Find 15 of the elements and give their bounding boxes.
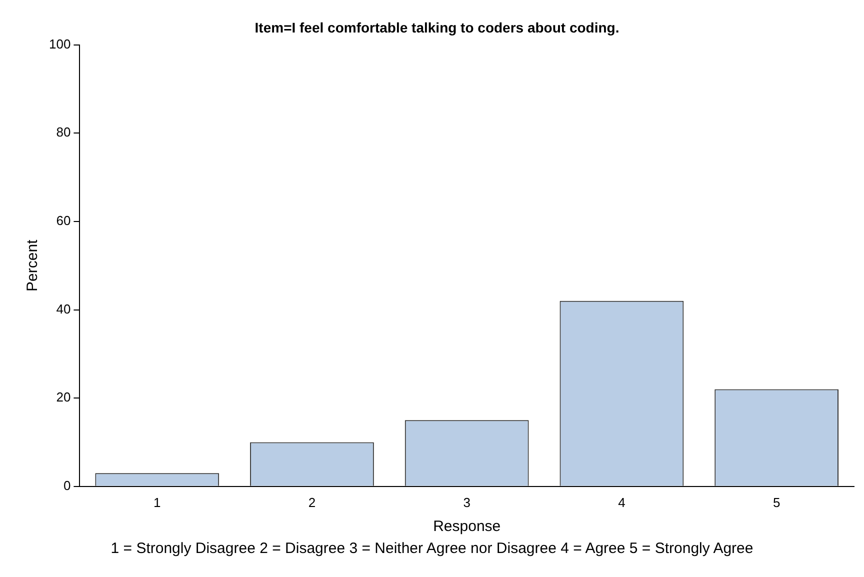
x-tick-label: 4 (618, 494, 626, 510)
y-tick-label: 80 (56, 124, 71, 140)
x-tick-label: 2 (308, 494, 316, 510)
chart-title: Item=I feel comfortable talking to coders about coding. (254, 19, 620, 36)
y-tick-label: 40 (56, 301, 71, 316)
x-tick-label: 5 (772, 494, 780, 510)
y-tick-label: 100 (48, 36, 71, 52)
text: 1 = Strongly Disagree 2 = Disagree 3 = Neither Agree nor Disagree 4 = Agree 5 = Strongly Agree (110, 540, 754, 557)
y-tick-label: 0 (63, 478, 71, 493)
x-tick-label: 1 (154, 494, 161, 510)
x-axis-title: Response (433, 518, 501, 536)
y-axis-title: Percent (24, 238, 42, 292)
x-tick-label: 3 (463, 494, 470, 510)
y-tick-label: 20 (56, 390, 71, 405)
y-tick-label: 60 (56, 213, 71, 228)
